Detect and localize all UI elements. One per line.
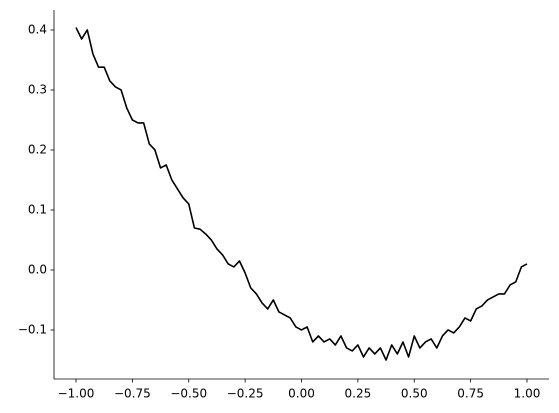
y-tick-label: −0.1 bbox=[18, 322, 47, 336]
x-tick-label: 0.75 bbox=[457, 387, 484, 401]
line bbox=[75, 27, 528, 361]
y-tick-label: 0.2 bbox=[28, 142, 47, 156]
x-tick-label: 0.00 bbox=[288, 387, 315, 401]
x-tick-label: −1.00 bbox=[58, 387, 95, 401]
y-tick-label: 0.0 bbox=[28, 262, 47, 276]
x-tick-label: 0.50 bbox=[401, 387, 428, 401]
x-tick-label: −0.50 bbox=[170, 387, 207, 401]
x-tick-label: −0.25 bbox=[227, 387, 264, 401]
y-tick-label: 0.1 bbox=[28, 202, 47, 216]
y-tick-label: 0.3 bbox=[28, 82, 47, 96]
x-tick-label: 0.25 bbox=[345, 387, 372, 401]
y-tick-label: 0.4 bbox=[28, 22, 47, 36]
x-tick-label: −0.75 bbox=[114, 387, 151, 401]
x-tick-label: 1.00 bbox=[514, 387, 541, 401]
